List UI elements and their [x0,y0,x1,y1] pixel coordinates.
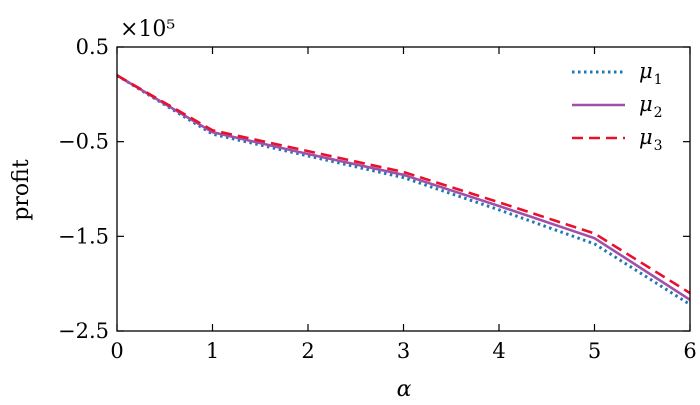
legend: μ1 μ2 μ3 [572,59,663,154]
series-lines [116,74,691,306]
plot-frame [116,46,691,332]
series-line-3 [116,74,691,295]
x-tick-label: 6 [683,339,696,363]
y-tick-label: −1.5 [58,224,109,248]
y-tick-label: −2.5 [58,319,109,343]
y-scale-label: ×10⁵ [120,17,175,42]
y-tick-label: −0.5 [58,130,109,154]
legend-label-subscript: 3 [654,138,663,154]
legend-label-2: μ2 [639,92,663,121]
series-line-1 [116,74,691,306]
legend-label-subscript: 1 [654,72,663,88]
x-tick-label: 3 [397,339,410,363]
legend-label-1: μ1 [639,59,663,88]
x-tick-label: 5 [588,339,601,363]
legend-label-subscript: 2 [654,105,663,121]
series-line-2 [116,74,691,301]
y-axis-label: profit [9,159,34,221]
y-tick-label: 0.5 [76,35,109,59]
axes: 0 1 2 3 4 5 6 0.5 −0.5 −1.5 −2.5 [58,35,697,363]
x-tick-label: 4 [492,339,505,363]
x-axis-label: α [397,377,412,402]
x-tick-label: 2 [301,339,314,363]
x-tick-label: 0 [110,339,123,363]
legend-label-3: μ3 [639,125,663,154]
x-tick-label: 1 [206,339,219,363]
